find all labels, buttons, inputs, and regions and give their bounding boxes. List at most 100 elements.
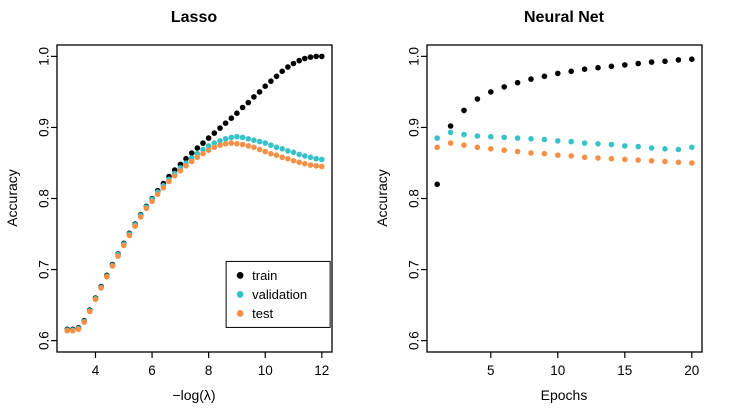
y-tick-label: 0.7 bbox=[37, 260, 52, 279]
y-tick-label: 1.0 bbox=[37, 47, 52, 66]
neural-net-panel: Neural Net Epochs Accuracy 5 10 15 20 0.6 0.7… bbox=[370, 0, 740, 418]
lasso-point-test bbox=[132, 223, 138, 229]
neural-net-point-train bbox=[528, 76, 534, 82]
lasso-point-validation bbox=[296, 151, 303, 158]
lasso-point-validation bbox=[217, 138, 223, 144]
lasso-panel: Lasso −log(λ) Accuracy 4 6 8 10 12 0.6 0.7 0.8 0… bbox=[4, 9, 333, 403]
neural-net-point-train bbox=[501, 84, 507, 90]
lasso-point-test bbox=[98, 285, 104, 291]
lasso-point-validation bbox=[290, 149, 297, 156]
neural-net-point-test bbox=[568, 153, 574, 159]
y-tick-label: 0.9 bbox=[37, 118, 52, 137]
lasso-point-train bbox=[251, 94, 257, 100]
lasso-point-validation bbox=[319, 156, 325, 163]
lasso-point-train bbox=[211, 130, 218, 136]
neural-net-point-test bbox=[434, 144, 440, 151]
lasso-point-validation bbox=[245, 136, 252, 142]
lasso-point-test bbox=[81, 319, 87, 326]
neural-net-point-test bbox=[648, 158, 655, 164]
neural-net-point-test bbox=[662, 158, 668, 165]
lasso-point-test bbox=[256, 146, 263, 153]
lasso-point-train bbox=[222, 120, 229, 126]
neural-net-point-train bbox=[488, 89, 494, 95]
lasso-point-test bbox=[183, 163, 189, 169]
lasso-point-validation bbox=[234, 133, 240, 140]
lasso-point-train bbox=[256, 89, 263, 95]
y-tick-label: 0.7 bbox=[407, 260, 422, 279]
lasso-point-train bbox=[188, 150, 195, 156]
lasso-point-validation bbox=[222, 136, 229, 142]
lasso-point-validation bbox=[228, 134, 235, 141]
lasso-plot-area: 4 6 8 10 12 0.6 0.7 0.8 0.9 1.0 train validation tes… bbox=[37, 44, 333, 378]
x-tick-label: 10 bbox=[550, 363, 565, 378]
lasso-point-test bbox=[194, 154, 201, 161]
neural-net-point-test bbox=[461, 142, 467, 148]
neural-net-point-test bbox=[474, 144, 481, 151]
lasso-point-test bbox=[268, 150, 274, 157]
lasso-point-test bbox=[245, 143, 252, 149]
lasso-point-test bbox=[121, 242, 127, 249]
legend-label-train: train bbox=[252, 268, 277, 283]
x-tick-label: 20 bbox=[684, 363, 699, 378]
lasso-point-train bbox=[313, 53, 320, 60]
neural-net-point-train bbox=[514, 79, 521, 86]
neural-net-point-validation bbox=[447, 129, 454, 136]
neural-net-point-train bbox=[648, 59, 655, 65]
lasso-point-train bbox=[307, 54, 314, 60]
legend-marker-validation bbox=[236, 291, 244, 298]
y-tick-label: 0.8 bbox=[407, 189, 422, 208]
neural-net-point-test bbox=[581, 154, 588, 161]
lasso-point-validation bbox=[211, 140, 218, 146]
lasso-point-test bbox=[70, 327, 76, 334]
lasso-point-train bbox=[217, 125, 223, 131]
lasso-title: Lasso bbox=[171, 9, 217, 26]
lasso-point-validation bbox=[307, 154, 314, 161]
neural-net-point-train bbox=[595, 64, 601, 71]
lasso-point-test bbox=[313, 163, 320, 169]
neural-net-point-validation bbox=[555, 138, 561, 144]
neural-net-point-validation bbox=[662, 146, 668, 152]
lasso-point-test bbox=[137, 214, 144, 220]
x-tick-label: 4 bbox=[92, 363, 100, 378]
lasso-point-test bbox=[171, 173, 178, 179]
lasso-point-test bbox=[239, 141, 246, 148]
lasso-point-test bbox=[75, 326, 82, 333]
neural-net-y-axis-label: Accuracy bbox=[374, 169, 390, 227]
lasso-point-test bbox=[154, 191, 161, 197]
neural-net-point-validation bbox=[474, 133, 481, 139]
legend-marker-test bbox=[236, 310, 244, 317]
x-tick-label: 12 bbox=[314, 363, 329, 378]
neural-net-point-train bbox=[581, 66, 588, 72]
lasso-point-train bbox=[319, 53, 325, 60]
lasso-point-validation bbox=[279, 146, 286, 152]
lasso-point-test bbox=[149, 198, 155, 205]
neural-net-title: Neural Net bbox=[524, 9, 605, 26]
y-tick-label: 1.0 bbox=[407, 47, 422, 66]
neural-net-point-validation bbox=[434, 135, 440, 141]
lasso-point-train bbox=[262, 83, 269, 89]
neural-net-point-validation bbox=[581, 140, 588, 146]
neural-net-point-test bbox=[501, 147, 507, 153]
lasso-point-train bbox=[245, 99, 252, 106]
neural-net-point-test bbox=[555, 152, 561, 158]
lasso-point-test bbox=[126, 232, 133, 239]
lasso-point-train bbox=[290, 60, 297, 67]
lasso-point-test bbox=[188, 158, 195, 165]
lasso-point-train bbox=[296, 57, 303, 64]
lasso-x-axis-label: −log(λ) bbox=[172, 387, 215, 403]
x-tick-label: 6 bbox=[148, 363, 156, 378]
neural-net-point-validation bbox=[488, 133, 494, 140]
neural-net-point-validation bbox=[622, 143, 628, 149]
lasso-point-validation bbox=[302, 153, 308, 159]
lasso-point-train bbox=[200, 140, 206, 146]
lasso-point-test bbox=[87, 308, 93, 315]
lasso-point-test bbox=[166, 178, 172, 185]
neural-net-point-validation bbox=[595, 141, 601, 147]
lasso-point-test bbox=[160, 185, 167, 191]
neural-net-point-test bbox=[447, 140, 454, 146]
neural-net-point-test bbox=[514, 148, 521, 155]
neural-net-point-validation bbox=[514, 135, 521, 141]
lasso-point-train bbox=[183, 155, 189, 162]
neural-net-point-train bbox=[447, 123, 454, 129]
